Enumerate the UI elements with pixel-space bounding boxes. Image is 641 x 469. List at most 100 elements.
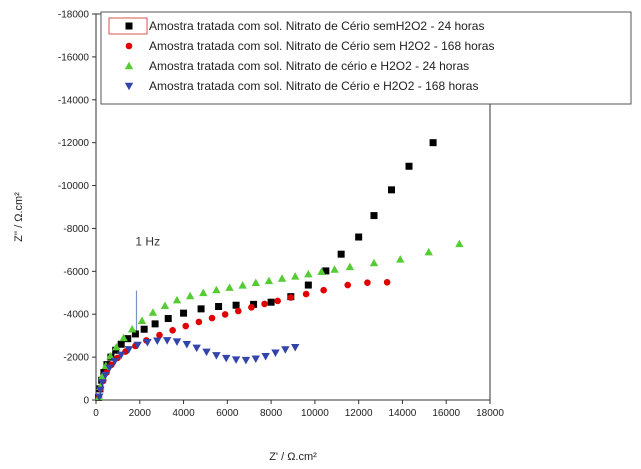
- x-tick-label: 14000: [389, 408, 417, 419]
- x-tick-label: 8000: [260, 408, 283, 419]
- x-tick-label: 12000: [345, 408, 373, 419]
- data-point: [232, 301, 240, 309]
- data-point: [137, 316, 147, 324]
- x-tick-label: 18000: [476, 408, 504, 419]
- data-point: [208, 314, 216, 322]
- legend-label: Amostra tratada com sol. Nitrato de Céri…: [149, 39, 494, 53]
- data-point: [215, 303, 223, 311]
- data-point: [185, 291, 195, 300]
- data-point: [164, 315, 172, 323]
- data-point: [424, 247, 433, 256]
- data-point: [182, 322, 190, 330]
- y-tick-label: -10000: [58, 181, 90, 192]
- data-point: [116, 351, 126, 360]
- data-point: [274, 297, 281, 305]
- data-point: [238, 281, 247, 289]
- data-point: [388, 186, 395, 194]
- data-point: [162, 337, 172, 345]
- data-point: [267, 298, 275, 306]
- data-point: [182, 340, 192, 349]
- data-point: [287, 294, 295, 301]
- series-3: [94, 239, 464, 401]
- x-tick-label: 2000: [129, 408, 152, 419]
- legend-highlight-box: [108, 17, 148, 35]
- data-point: [172, 295, 182, 304]
- y-tick-label: -2000: [63, 353, 89, 364]
- data-point: [98, 379, 107, 387]
- data-point: [405, 162, 413, 170]
- data-point: [172, 338, 182, 346]
- data-point: [127, 325, 137, 333]
- data-point: [110, 357, 120, 366]
- data-point: [112, 342, 121, 351]
- data-point: [195, 318, 203, 326]
- legend-label: Amostra tratada com sol. Nitrato de céri…: [149, 59, 469, 73]
- data-point: [290, 272, 300, 280]
- data-point: [95, 393, 104, 401]
- data-point: [117, 340, 125, 348]
- data-point: [153, 337, 162, 346]
- series-4: [95, 337, 300, 401]
- data-point: [169, 327, 176, 334]
- y-axis-title: Z'' / Ω.cm²: [13, 192, 25, 242]
- data-point: [212, 352, 221, 360]
- x-tick-label: 10000: [301, 408, 329, 419]
- data-point: [133, 341, 142, 350]
- data-point: [199, 288, 208, 297]
- annotation-layer: 1 Hz: [135, 235, 160, 331]
- legend: Amostra tratada com sol. Nitrato de Céri…: [100, 11, 632, 105]
- data-point: [261, 300, 268, 308]
- x-tick-label: 6000: [216, 408, 239, 419]
- data-point: [119, 333, 128, 342]
- legend-label: Amostra tratada com sol. Nitrato de Céri…: [149, 19, 484, 33]
- legend-marker: [124, 82, 134, 91]
- y-tick-label: -16000: [58, 52, 90, 63]
- data-point: [304, 281, 312, 289]
- y-tick-label: -8000: [63, 224, 89, 235]
- legend-marker: [125, 22, 133, 30]
- y-tick-label: -14000: [58, 95, 90, 106]
- y-tick-label: -12000: [58, 138, 90, 149]
- data-point: [396, 255, 405, 263]
- data-point: [96, 386, 105, 395]
- data-point: [344, 281, 352, 289]
- data-point: [261, 352, 270, 361]
- series-1: [95, 139, 437, 401]
- data-point: [143, 339, 152, 347]
- y-tick-label: 0: [83, 396, 89, 407]
- y-tick-label: -18000: [58, 10, 90, 21]
- data-point: [322, 267, 330, 275]
- y-tick-label: -4000: [63, 310, 89, 321]
- data-point: [222, 354, 231, 363]
- data-point: [330, 265, 339, 273]
- data-point: [148, 308, 158, 316]
- data-point: [234, 307, 242, 315]
- axes-layer: 0 2000 4000 6000 8000 10000 12000 14000 16000 180…: [13, 10, 504, 464]
- data-point: [231, 356, 241, 364]
- data-point: [345, 262, 355, 271]
- data-point: [212, 285, 221, 294]
- series-2: [95, 278, 391, 401]
- data-point: [241, 356, 251, 365]
- data-point: [264, 276, 274, 285]
- data-point: [151, 320, 159, 328]
- data-point: [320, 286, 327, 294]
- data-point: [277, 274, 287, 282]
- data-point: [429, 139, 437, 147]
- data-point: [251, 355, 260, 364]
- y-tick-label: -6000: [63, 267, 89, 278]
- data-point: [180, 309, 188, 317]
- legend-box: [100, 11, 632, 105]
- data-point: [131, 330, 139, 338]
- data-point: [383, 278, 391, 286]
- data-point: [271, 349, 280, 358]
- data-point: [302, 290, 310, 298]
- legend-label: Amostra tratada com sol. Nitrato de Céri…: [149, 79, 478, 93]
- x-axis-title: Z' / Ω.cm²: [269, 451, 317, 463]
- data-point: [101, 371, 110, 380]
- data-point: [250, 300, 258, 308]
- data-point: [140, 325, 148, 333]
- data-marks-layer: [94, 139, 464, 401]
- data-point: [355, 233, 363, 241]
